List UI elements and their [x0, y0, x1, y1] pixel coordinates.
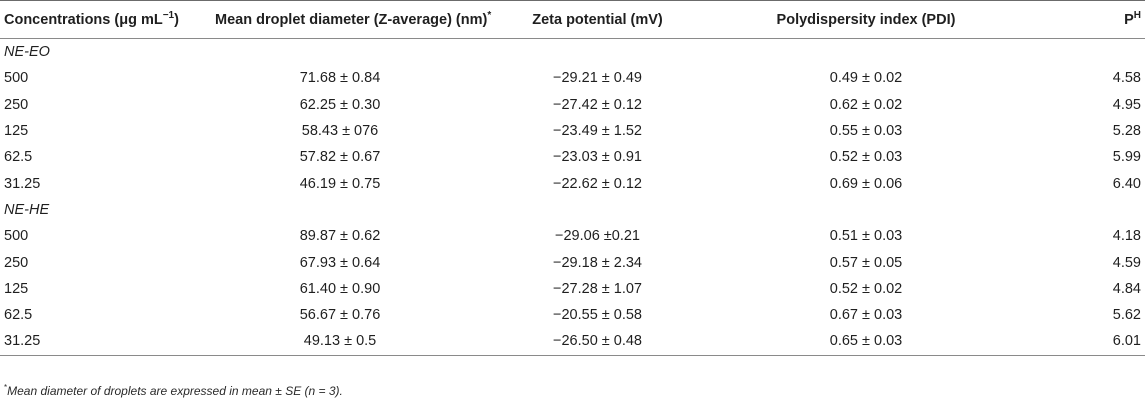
cell-pdi: 0.57 ± 0.05: [829, 254, 903, 271]
cell-ph: 5.99: [1112, 149, 1141, 166]
cell-pdi: 0.69 ± 0.06: [829, 175, 903, 192]
cell-mean-diameter: 71.68 ± 0.84: [299, 70, 381, 87]
cell-concentration: 31.25: [0, 328, 215, 356]
cell-concentration: 500: [4, 70, 29, 87]
group-label: NE-HE: [4, 201, 50, 218]
cell-zeta-potential: −29.06 ±0.21: [555, 228, 640, 245]
header-concentrations: Concentrations (μg mL−1): [0, 0, 215, 39]
cell-ph: 4.18: [1112, 228, 1141, 245]
cell-ph: 4.95: [1112, 96, 1141, 113]
cell-zeta-potential: −23.49 ± 1.52: [553, 123, 642, 140]
cell-ph: 6.01: [1002, 328, 1145, 356]
cell-mean-diameter: 57.82 ± 0.67: [299, 149, 381, 166]
cell-zeta-potential: −20.55 ± 0.58: [553, 307, 642, 324]
cell-concentration: 62.5: [4, 149, 33, 166]
header-mean-droplet-diameter: Mean droplet diameter (Z-average) (nm)*: [215, 0, 491, 39]
cell-mean-diameter: 62.25 ± 0.30: [299, 96, 381, 113]
cell-zeta-potential: −23.03 ± 0.91: [553, 149, 642, 166]
table-row: 500 71.68 ± 0.84 −29.21 ± 0.49 0.49 ± 0.02 4…: [0, 65, 1145, 91]
header-zeta-potential: Zeta potential (mV): [465, 0, 730, 39]
table-row: 31.25 46.19 ± 0.75 −22.62 ± 0.12 0.69 ± 0.0…: [0, 170, 1145, 196]
cell-pdi: 0.55 ± 0.03: [829, 123, 903, 140]
cell-ph: 4.84: [1112, 280, 1141, 297]
table-row: 250 67.93 ± 0.64 −29.18 ± 2.34 0.57 ± 0.05 4…: [0, 249, 1145, 275]
header-ph: PH: [1002, 0, 1145, 39]
group-row: NE-HE: [0, 197, 1145, 223]
table-row: 125 61.40 ± 0.90 −27.28 ± 1.07 0.52 ± 0.02 4…: [0, 276, 1145, 302]
table-row: 500 89.87 ± 0.62 −29.06 ±0.21 0.51 ± 0.03 4.…: [0, 223, 1145, 249]
cell-mean-diameter: 46.19 ± 0.75: [299, 175, 381, 192]
cell-pdi: 0.62 ± 0.02: [829, 96, 903, 113]
cell-zeta-potential: −27.28 ± 1.07: [553, 280, 642, 297]
cell-zeta-potential: −22.62 ± 0.12: [553, 175, 642, 192]
cell-ph: 5.28: [1112, 123, 1141, 140]
cell-ph: 5.62: [1112, 307, 1141, 324]
cell-mean-diameter: 89.87 ± 0.62: [299, 228, 381, 245]
cell-concentration: 62.5: [4, 307, 33, 324]
group-label: NE-EO: [4, 44, 50, 61]
table-row: 125 58.43 ± 076 −23.49 ± 1.52 0.55 ± 0.03 5.…: [0, 118, 1145, 144]
data-table: Concentrations (μg mL−1) Mean droplet di…: [0, 0, 1145, 356]
cell-mean-diameter: 61.40 ± 0.90: [299, 280, 381, 297]
cell-concentration: 250: [4, 254, 29, 271]
cell-ph: 4.59: [1112, 254, 1141, 271]
cell-zeta-potential: −27.42 ± 0.12: [553, 96, 642, 113]
cell-pdi: 0.52 ± 0.02: [829, 280, 903, 297]
cell-zeta-potential: −26.50 ± 0.48: [465, 328, 730, 356]
table-footnote: *Mean diameter of droplets are expressed…: [4, 383, 343, 399]
cell-mean-diameter: 67.93 ± 0.64: [299, 254, 381, 271]
table-row: 250 62.25 ± 0.30 −27.42 ± 0.12 0.62 ± 0.02 4…: [0, 92, 1145, 118]
group-row: NE-EO: [0, 39, 1145, 66]
cell-ph: 4.58: [1112, 70, 1141, 87]
cell-mean-diameter: 58.43 ± 076: [301, 123, 379, 140]
cell-concentration: 125: [4, 123, 29, 140]
cell-concentration: 125: [4, 280, 29, 297]
cell-pdi: 0.67 ± 0.03: [829, 307, 903, 324]
cell-zeta-potential: −29.21 ± 0.49: [553, 70, 642, 87]
table-row: 31.25 49.13 ± 0.5 −26.50 ± 0.48 0.65 ± 0.03…: [0, 328, 1145, 356]
cell-pdi: 0.51 ± 0.03: [829, 228, 903, 245]
cell-concentration: 31.25: [4, 175, 41, 192]
cell-pdi: 0.65 ± 0.03: [730, 328, 1002, 356]
cell-mean-diameter: 49.13 ± 0.5: [215, 328, 465, 356]
table-row: 62.5 56.67 ± 0.76 −20.55 ± 0.58 0.67 ± 0.03…: [0, 302, 1145, 328]
cell-concentration: 500: [4, 228, 29, 245]
header-row: Concentrations (μg mL−1) Mean droplet di…: [0, 0, 1145, 39]
cell-concentration: 250: [4, 96, 29, 113]
cell-zeta-potential: −29.18 ± 2.34: [553, 254, 642, 271]
table-row: 62.5 57.82 ± 0.67 −23.03 ± 0.91 0.52 ± 0.03…: [0, 144, 1145, 170]
cell-ph: 6.40: [1112, 175, 1141, 192]
header-pdi: Polydispersity index (PDI): [730, 0, 1002, 39]
cell-pdi: 0.52 ± 0.03: [829, 149, 903, 166]
cell-pdi: 0.49 ± 0.02: [829, 70, 903, 87]
cell-mean-diameter: 56.67 ± 0.76: [299, 307, 381, 324]
